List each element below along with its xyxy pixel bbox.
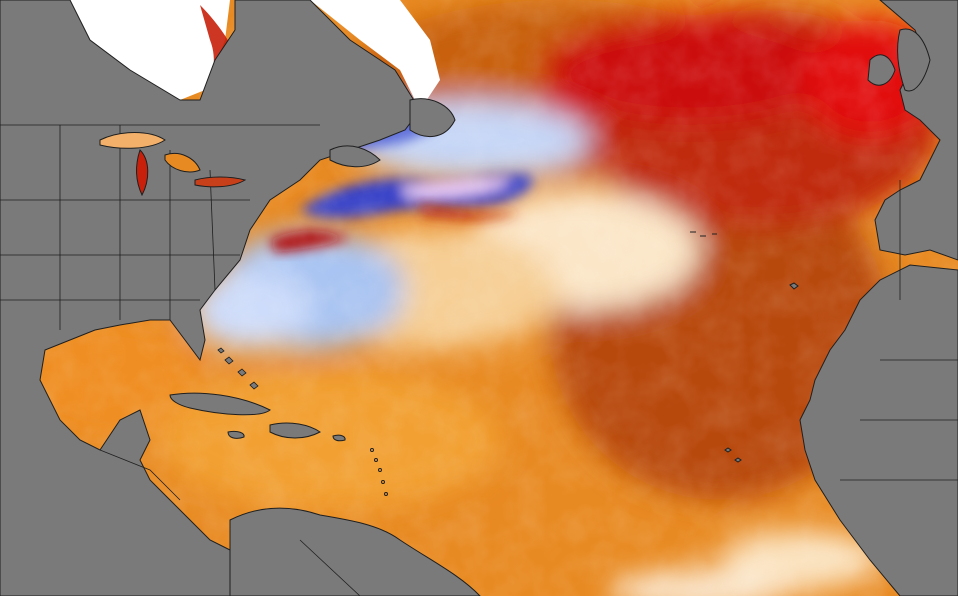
north-america-land xyxy=(0,0,421,596)
lesser-antilles xyxy=(370,448,388,496)
political-borders xyxy=(0,124,958,596)
azores-islands xyxy=(690,231,717,237)
great-lakes xyxy=(99,132,247,197)
africa-land xyxy=(799,264,958,596)
south-america-land xyxy=(229,507,481,596)
hudson-bay-region xyxy=(70,0,230,100)
bahamas-islands xyxy=(217,347,259,390)
labrador-sea-ice xyxy=(310,0,440,110)
cuba xyxy=(169,392,271,416)
